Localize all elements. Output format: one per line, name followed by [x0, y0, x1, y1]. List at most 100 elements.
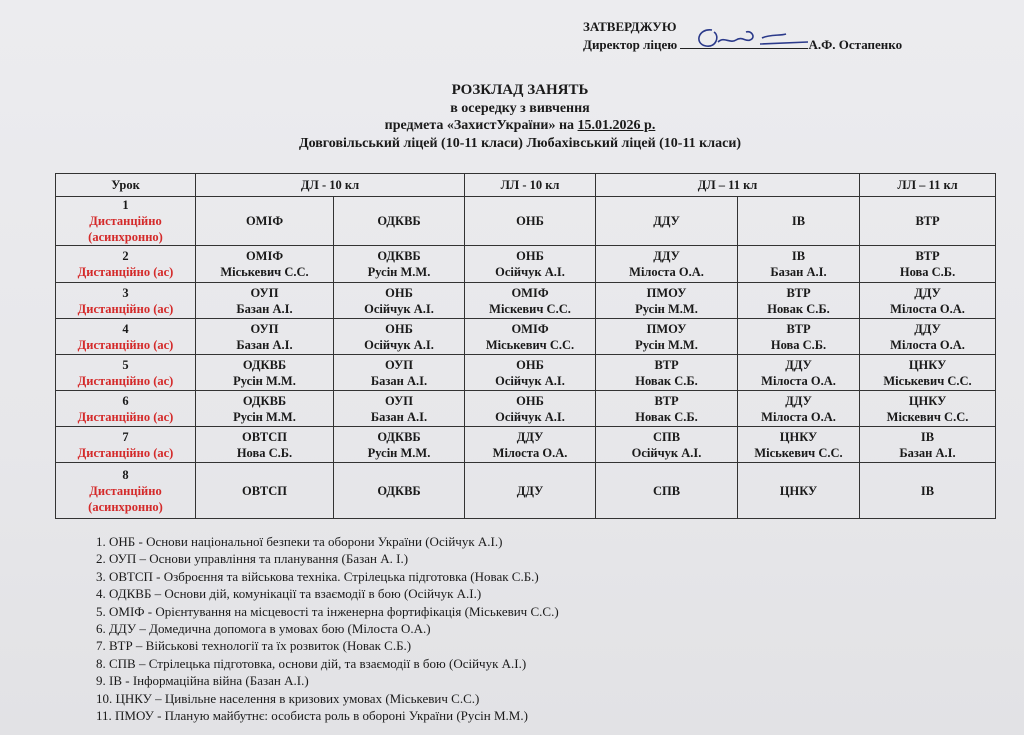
- subject-code: ЦНКУ: [908, 393, 947, 408]
- teacher-name: Осійчук А.І.: [495, 373, 565, 388]
- lesson-number: 2: [122, 249, 129, 263]
- lesson-cell: 1 Дистанційно (асинхронно): [55, 196, 196, 246]
- document-title: РОЗКЛАД ЗАНЯТЬ: [451, 82, 589, 98]
- schedule-cell: ОМІФ Міськевич С.С.: [464, 318, 597, 355]
- lesson-mode: Дистанційно (ас): [77, 373, 174, 388]
- schedule-cell: ОДКВБ Русін М.М.: [332, 426, 466, 463]
- schedule-cell: ІВ: [737, 196, 861, 246]
- schedule-cell: ОНБ Осійчук А.І.: [464, 354, 597, 391]
- subject-code: ОУП: [385, 357, 413, 372]
- schedule-cell: ОДКВБ: [332, 462, 466, 519]
- subject-code: ІВ: [920, 429, 935, 444]
- table-row: 6 Дистанційно (ас) ОДКВБ Русін М.М. ОУП Базан…: [55, 390, 997, 427]
- subject-code: ДДУ: [516, 483, 544, 498]
- subject-code: ПМОУ: [646, 285, 687, 300]
- schedule-cell: ОДКВБ Русін М.М.: [195, 390, 334, 427]
- approval-block: ЗАТВЕРДЖУЮ Директор ліцею А.Ф. Остапенко: [583, 18, 902, 54]
- lesson-number: 8: [122, 467, 129, 482]
- teacher-name: Міськевич С.С.: [883, 373, 972, 388]
- teacher-name: Нова С.Б.: [899, 265, 956, 279]
- schedule-date: 15.01.2026 р.: [577, 118, 656, 133]
- table-row: 1 Дистанційно (асинхронно) ОМІФ ОДКВБ ОНБ ДДУ…: [55, 196, 997, 246]
- subject-code: СПВ: [652, 483, 681, 498]
- subject-code: ІВ: [920, 483, 935, 498]
- signature-line: [680, 36, 809, 49]
- subject-code: ДДУ: [914, 285, 941, 300]
- teacher-name: Русін М.М.: [233, 409, 296, 424]
- schedule-cell: ВТР Новак С.Б.: [595, 390, 739, 427]
- lesson-mode: Дистанційно (ас): [77, 337, 174, 352]
- subject-code: ЦНКУ: [908, 357, 947, 372]
- subject-code: ОДКВБ: [377, 214, 421, 228]
- teacher-name: Осійчук А.І.: [495, 265, 565, 279]
- teacher-name: Базан А.І.: [770, 265, 827, 279]
- teacher-name: Новак С.Б.: [635, 409, 698, 424]
- subject-code: ОНБ: [516, 357, 544, 372]
- schedule-cell: ОМІФ Міськевич С.С.: [195, 245, 334, 283]
- subject-code: ОВТСП: [242, 483, 287, 498]
- subject-code: ВТР: [786, 321, 811, 336]
- teacher-name: Осійчук А.І.: [495, 409, 565, 424]
- schedule-cell: СПВ Осійчук А.І.: [595, 426, 739, 463]
- teacher-name: Новак С.Б.: [767, 301, 830, 316]
- table-row: 8 Дистанційно (асинхронно) ОВТСП ОДКВБ ДДУ СП…: [55, 462, 997, 519]
- subject-code: ОУП: [250, 321, 279, 336]
- teacher-name: Базан А.І.: [370, 373, 428, 388]
- teacher-name: Мілоста О.А.: [890, 301, 965, 316]
- subject-code: ОМІФ: [245, 214, 284, 228]
- subject-code: ОУП: [250, 285, 279, 300]
- subject-code: ЦНКУ: [779, 483, 818, 498]
- lesson-mode: Дистанційно (ас): [77, 445, 174, 460]
- legend-item: 10. ЦНКУ – Цивільне населення в кризових…: [96, 690, 480, 706]
- approval-label: ЗАТВЕРДЖУЮ: [583, 19, 677, 34]
- table-row: 2 Дистанційно (ас) ОМІФ Міськевич С.С. ОДКВБ…: [55, 245, 997, 283]
- lesson-number: 6: [122, 393, 129, 408]
- lesson-cell: 8 Дистанційно (асинхронно): [55, 462, 196, 519]
- teacher-name: Русін М.М.: [367, 445, 431, 460]
- lesson-mode: Дистанційно (ас): [77, 265, 174, 279]
- schedule-cell: ДДУ Мілоста О.А.: [737, 390, 861, 427]
- column-header: ЛЛ – 11 кл: [859, 173, 997, 197]
- lesson-number: 7: [122, 429, 129, 444]
- lesson-cell: 2 Дистанційно (ас): [55, 245, 196, 283]
- schedule-cell: ОВТСП Нова С.Б.: [195, 426, 334, 463]
- schedule-cell: ОУП Базан А.І.: [332, 390, 466, 427]
- column-header: ЛЛ - 10 кл: [464, 173, 597, 197]
- schedule-cell: ВТР: [859, 196, 997, 246]
- legend-item: 4. ОДКВБ – Основи дій, комунікації та вз…: [96, 586, 482, 602]
- subject-code: ДДУ: [653, 249, 680, 263]
- approval-position: Директор ліцею: [583, 37, 678, 52]
- table-row: 7 Дистанційно (ас) ОВТСП Нова С.Б. ОДКВБ Русі…: [55, 426, 997, 463]
- subject-code: ОДКВБ: [377, 249, 421, 263]
- lesson-cell: 7 Дистанційно (ас): [55, 426, 196, 463]
- schedule-cell: ОНБ Осійчук А.І.: [464, 245, 597, 283]
- schedule-cell: ІВ: [859, 462, 997, 519]
- teacher-name: Базан А.І.: [370, 409, 428, 424]
- subject-code: ВТР: [915, 249, 940, 263]
- abbreviations-list: 1. ОНБ - Основи національної безпеки та …: [96, 533, 559, 724]
- schedule-cell: ДДУ Мілоста О.А.: [737, 354, 861, 391]
- teacher-name: Осійчук А.І.: [364, 301, 434, 316]
- schools-line: Довговільський ліцей (10-11 класи) Любах…: [298, 136, 742, 151]
- subject-code: ДДУ: [653, 214, 680, 228]
- teacher-name: Базан А.І.: [236, 301, 293, 316]
- subject-code: ДДУ: [785, 357, 812, 372]
- schedule-cell: ДДУ Мілоста О.А.: [859, 282, 997, 319]
- legend-item: 9. ІВ - Інформаційна війна (Базан А.І.): [96, 673, 309, 689]
- lesson-cell: 5 Дистанційно (ас): [55, 354, 196, 391]
- subject-code: ЦНКУ: [779, 429, 818, 444]
- subject-code: ОНБ: [516, 393, 544, 408]
- subject-code: ДДУ: [785, 393, 812, 408]
- column-header: ДЛ - 10 кл: [194, 173, 466, 197]
- teacher-name: Міськевич С.С.: [485, 337, 575, 352]
- lesson-number: 3: [122, 285, 129, 300]
- teacher-name: Міськевич С.С.: [220, 265, 309, 279]
- subject-code: ІВ: [791, 249, 806, 263]
- teacher-name: Русін М.М.: [367, 265, 431, 279]
- schedule-cell: ОДКВБ: [332, 196, 466, 246]
- legend-item: 2. ОУП – Основи управління та планування…: [96, 551, 409, 567]
- schedule-cell: ОНБ Осійчук А.І.: [464, 390, 597, 427]
- teacher-name: Русін М.М.: [635, 337, 698, 352]
- signature-image: [698, 29, 809, 47]
- schedule-cell: ЦНКУ Міськевич С.С.: [859, 354, 997, 391]
